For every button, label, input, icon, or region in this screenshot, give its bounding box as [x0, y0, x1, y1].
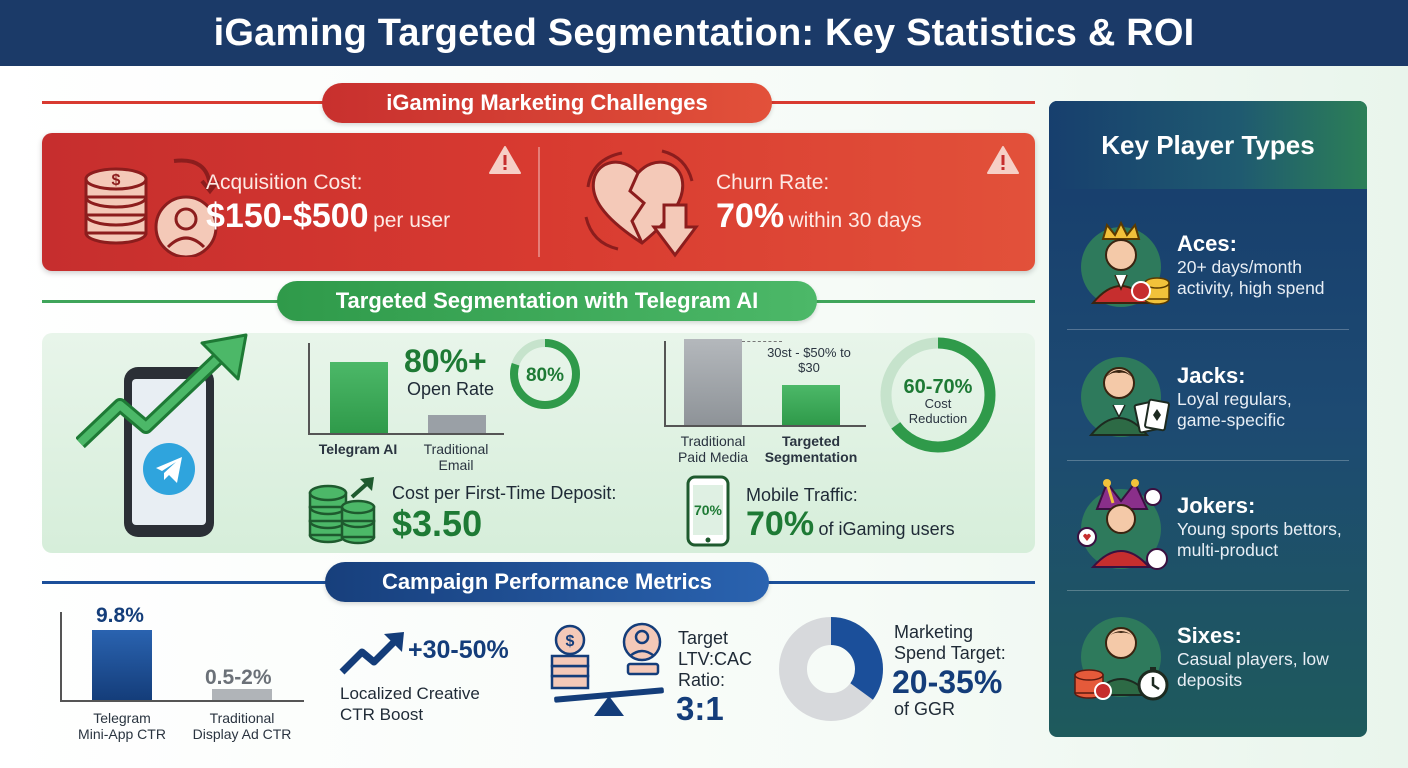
- segmentation-section-title: Targeted Segmentation with Telegram AI: [277, 281, 817, 321]
- casual-player-icon: [1074, 617, 1169, 701]
- spend-value: 20-35%: [892, 664, 1003, 700]
- balance-scale-icon: $: [550, 622, 664, 716]
- player-card-aces: Aces: 20+ days/month activity, high spen…: [1049, 211, 1367, 311]
- player-name: Sixes:: [1177, 623, 1242, 648]
- bar-telegram-ctr: [92, 630, 152, 700]
- page-header: iGaming Targeted Segmentation: Key Stati…: [0, 0, 1408, 66]
- cost-reduction-ring: 60-70%: [880, 337, 996, 453]
- bar-targeted-segmentation: [782, 385, 840, 425]
- svg-text:$: $: [112, 172, 121, 189]
- spend-suffix: of GGR: [894, 699, 956, 719]
- player-card-jacks: Jacks: Loyal regulars, game-specific: [1049, 345, 1367, 445]
- spend-donut-chart: [779, 617, 883, 721]
- churn-label: Churn Rate:: [716, 171, 830, 194]
- crowned-player-icon: [1081, 220, 1170, 307]
- ctr-telegram-value: 9.8%: [96, 604, 144, 627]
- trend-up-icon: [339, 632, 404, 675]
- bar-traditional-paid-media: [684, 339, 742, 425]
- deposit-value: $3.50: [392, 503, 483, 544]
- mobile-suffix: of iGaming users: [818, 519, 955, 539]
- mobile-value-row: 70% of iGaming users: [746, 505, 955, 544]
- player-types-header: Key Player Types: [1049, 101, 1367, 189]
- open-rate-label: Open Rate: [407, 379, 495, 399]
- broken-heart-icon: [584, 149, 699, 258]
- mobile-phone-label: 70%: [694, 502, 723, 518]
- acquisition-suffix: per user: [373, 209, 451, 232]
- ctr-traditional-value: 0.5-2%: [205, 666, 272, 689]
- player-desc: Young sports bettors, multi-product: [1177, 519, 1342, 560]
- segmentation-panel: Telegram AI Traditional Email 80%+ Open …: [42, 333, 1035, 553]
- player-separator: [1067, 460, 1349, 461]
- open-rate-ring: 80%: [510, 339, 580, 409]
- acquisition-label: Acquisition Cost:: [206, 171, 363, 194]
- cost-annotation: 30st - $50% to $30: [767, 345, 851, 375]
- label-targeted-segmentation: Targeted Segmentation: [764, 433, 858, 465]
- ltv-value: 3:1: [676, 690, 724, 727]
- spend-label: Marketing Spend Target:: [894, 622, 1006, 663]
- bar-traditional-email: [428, 415, 486, 433]
- label-telegram-ai: Telegram AI: [318, 441, 398, 457]
- mobile-phone-icon: 70%: [686, 475, 730, 547]
- mobile-label: Mobile Traffic:: [746, 485, 858, 505]
- ctr-telegram-label: Telegram Mini-App CTR: [78, 710, 166, 742]
- player-name: Jacks:: [1177, 363, 1246, 388]
- card-player-icon: [1081, 357, 1170, 437]
- panel-divider: [538, 147, 540, 257]
- player-card-jokers: Jokers: Young sports bettors, multi-prod…: [1049, 475, 1367, 575]
- open-rate-chart: [308, 343, 504, 435]
- player-types-panel: Key Player Types Aces: 20+ days/month ac…: [1049, 101, 1367, 737]
- acquisition-value-row: $150-$500 per user: [206, 197, 450, 236]
- warning-icon: [489, 146, 521, 174]
- creative-value: +30-50%: [408, 636, 509, 664]
- telegram-phone-icon: [76, 333, 248, 537]
- player-types-title: Key Player Types: [1101, 129, 1315, 160]
- svg-text:$: $: [566, 633, 575, 650]
- label-traditional-email: Traditional Email: [423, 441, 489, 473]
- metrics-section-title: Campaign Performance Metrics: [325, 562, 769, 602]
- churn-value: 70%: [716, 197, 785, 235]
- warning-icon: [987, 146, 1019, 174]
- churn-value-row: 70% within 30 days: [716, 197, 922, 236]
- cost-ring-label: Cost Reduction: [908, 396, 968, 426]
- page-title: iGaming Targeted Segmentation: Key Stati…: [213, 11, 1195, 54]
- churn-suffix: within 30 days: [788, 209, 922, 232]
- creative-label: Localized Creative CTR Boost: [340, 684, 480, 724]
- player-desc: Loyal regulars, game-specific: [1177, 389, 1292, 430]
- player-card-sixes: Sixes: Casual players, low deposits: [1049, 607, 1367, 707]
- coins-growth-icon: [308, 477, 376, 545]
- cost-chart: [664, 339, 866, 427]
- challenges-panel: $ Acquisition Cost: $150-$500 per user C…: [42, 133, 1035, 271]
- deposit-label: Cost per First-Time Deposit:: [392, 483, 617, 503]
- player-desc: 20+ days/month activity, high spend: [1177, 257, 1325, 298]
- bar-traditional-ctr: [212, 689, 272, 700]
- player-name: Aces:: [1177, 231, 1237, 256]
- bar-telegram-ai: [330, 362, 388, 433]
- player-separator: [1067, 329, 1349, 330]
- player-name: Jokers:: [1177, 493, 1256, 518]
- cost-dashed-line: [742, 341, 782, 342]
- jester-icon: [1077, 479, 1168, 570]
- acquisition-value: $150-$500: [206, 197, 369, 235]
- label-traditional-paid-media: Traditional Paid Media: [677, 433, 749, 465]
- player-desc: Casual players, low deposits: [1177, 649, 1329, 690]
- ltv-label: Target LTV:CAC Ratio:: [678, 628, 753, 690]
- player-separator: [1067, 590, 1349, 591]
- ctr-traditional-label: Traditional Display Ad CTR: [192, 710, 292, 742]
- cost-ring-value: 60-70%: [904, 376, 973, 398]
- ctr-chart: [60, 612, 304, 702]
- open-rate-ring-label: 80%: [526, 365, 564, 386]
- mobile-value: 70%: [746, 505, 815, 543]
- coins-user-icon: $: [84, 158, 220, 257]
- open-rate-value: 80%+: [404, 343, 487, 379]
- challenges-section-title: iGaming Marketing Challenges: [322, 83, 772, 123]
